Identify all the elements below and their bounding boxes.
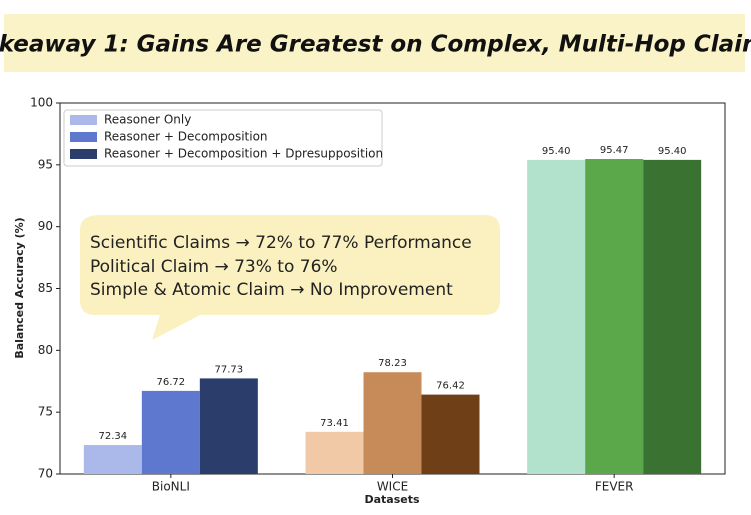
legend-swatch bbox=[70, 149, 97, 159]
bar bbox=[199, 378, 258, 474]
y-tick-label: 80 bbox=[38, 343, 53, 357]
x-tick-label: WICE bbox=[377, 480, 408, 494]
y-tick-label: 85 bbox=[38, 281, 53, 295]
x-tick-label: BioNLI bbox=[152, 480, 190, 494]
callout-line: Simple & Atomic Claim → No Improvement bbox=[90, 280, 453, 300]
legend-label: Reasoner + Decomposition bbox=[104, 130, 268, 144]
bar bbox=[421, 394, 480, 474]
bar bbox=[141, 390, 200, 474]
y-tick-label: 95 bbox=[38, 157, 53, 171]
legend-swatch bbox=[70, 115, 97, 125]
legend-label: Reasoner Only bbox=[104, 113, 191, 127]
legend-swatch bbox=[70, 132, 97, 142]
y-axis-label: Balanced Accuracy (%) bbox=[13, 217, 26, 358]
legend-box bbox=[63, 109, 383, 167]
chart-title: Takeaway 1: Gains Are Greatest on Comple… bbox=[0, 32, 751, 58]
legend-label: Reasoner + Decomposition + Dpresuppositi… bbox=[104, 147, 383, 161]
value-label: 76.42 bbox=[436, 381, 465, 392]
y-tick-label: 100 bbox=[30, 96, 53, 110]
value-label: 95.40 bbox=[542, 146, 571, 157]
x-axis-label: Datasets bbox=[364, 493, 420, 506]
bar bbox=[363, 372, 422, 474]
bar bbox=[83, 445, 142, 474]
bars bbox=[83, 159, 702, 475]
bar bbox=[585, 159, 644, 474]
x-tick-label: FEVER bbox=[595, 480, 634, 494]
bar bbox=[527, 159, 586, 475]
value-label: 95.40 bbox=[658, 146, 687, 157]
bar bbox=[643, 159, 702, 475]
y-tick-label: 90 bbox=[38, 219, 53, 233]
value-label: 72.34 bbox=[99, 431, 128, 442]
title-banner bbox=[4, 14, 745, 72]
y-tick-label: 70 bbox=[38, 467, 53, 481]
value-label: 76.72 bbox=[157, 377, 186, 388]
callout-line: Scientific Claims → 72% to 77% Performan… bbox=[90, 233, 472, 253]
value-label: 73.41 bbox=[320, 418, 349, 429]
value-label: 95.47 bbox=[600, 145, 629, 156]
y-tick-label: 75 bbox=[38, 405, 53, 419]
callout-line: Political Claim → 73% to 76% bbox=[90, 257, 338, 277]
callout-bubble bbox=[80, 215, 500, 340]
value-label: 78.23 bbox=[378, 358, 407, 369]
bar bbox=[305, 431, 364, 474]
value-label: 77.73 bbox=[215, 364, 244, 375]
